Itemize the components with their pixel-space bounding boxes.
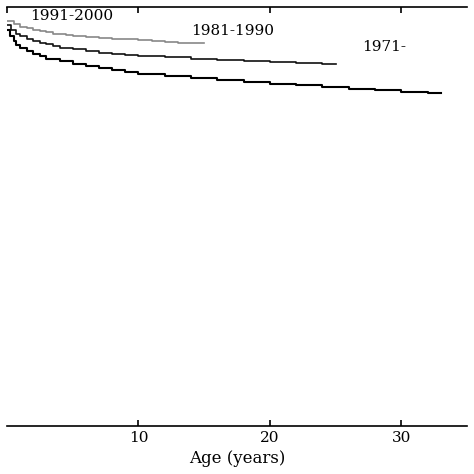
Text: 1981-1990: 1981-1990 — [191, 24, 274, 38]
X-axis label: Age (years): Age (years) — [189, 450, 285, 467]
Text: 1971-: 1971- — [362, 40, 406, 55]
Text: 1991-2000: 1991-2000 — [31, 9, 114, 23]
